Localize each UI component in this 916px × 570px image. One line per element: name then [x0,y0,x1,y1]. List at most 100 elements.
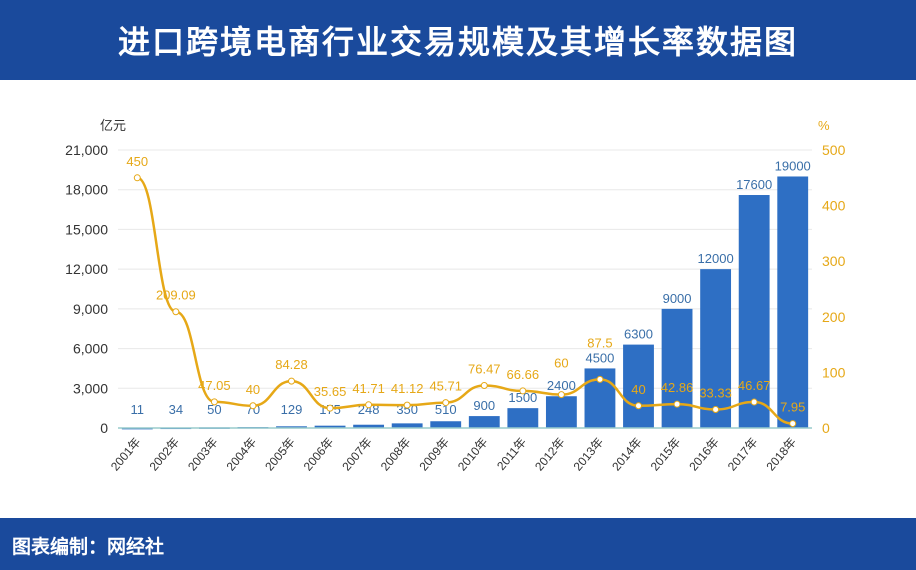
bar-value-label: 6300 [624,327,653,342]
growth-value-label: 209.09 [156,288,196,303]
growth-point [750,398,758,406]
x-tick-label: 2008年 [378,435,414,474]
growth-point [249,402,257,410]
growth-point [480,381,488,389]
x-tick-label: 2006年 [301,435,337,474]
x-tick-label: 2009年 [416,435,452,474]
growth-value-label: 450 [126,154,148,169]
x-tick-label: 2016年 [686,435,722,474]
bar [430,421,462,428]
growth-value-label: 35.65 [314,384,347,399]
right-tick-label: 0 [822,420,830,436]
growth-value-label: 40 [246,382,260,397]
x-tick-label: 2001年 [108,435,144,474]
growth-value-label: 87.5 [587,335,612,350]
left-tick-label: 12,000 [65,261,108,277]
bar-value-label: 9000 [663,291,692,306]
bar-value-label: 2400 [547,378,576,393]
right-tick-label: 300 [822,253,846,269]
growth-value-label: 47.05 [198,378,231,393]
bar-value-label: 50 [207,402,221,417]
bar [777,176,809,428]
right-tick-label: 200 [822,309,846,325]
growth-value-label: 40 [631,382,645,397]
bar [661,308,693,428]
growth-point [673,400,681,408]
left-tick-label: 6,000 [73,341,108,357]
growth-value-label: 60 [554,356,568,371]
growth-point [635,402,642,410]
page-title: 进口跨境电商行业交易规模及其增长率数据图 [117,24,798,60]
bar [353,424,385,428]
x-tick-label: 2002年 [147,435,183,474]
growth-value-label: 33.33 [699,385,732,400]
growth-point [789,420,797,428]
growth-point [172,308,180,316]
right-tick-label: 100 [822,364,846,380]
growth-point [210,398,218,406]
bar [314,425,346,428]
growth-point [403,401,411,409]
bar-value-label: 19000 [775,158,811,173]
chart: 0 3,000 6,000 9,000 12,000 15,000 18,000 21,000… [65,118,846,474]
x-tick-label: 2003年 [185,435,221,474]
x-tick-label: 2014年 [609,435,645,474]
bar-value-label: 17600 [736,177,772,192]
growth-value-label: 66.66 [507,367,540,382]
credit-text: 图表编制：网经社 [12,537,165,558]
growth-value-label: 46.67 [738,378,771,393]
growth-value-label: 76.47 [468,361,501,376]
bar-value-label: 1500 [508,390,537,405]
left-axis-unit: 亿元 [100,118,126,133]
x-tick-label: 2011年 [494,435,529,473]
bar-value-label: 900 [473,398,495,413]
left-tick-label: 3,000 [73,380,108,396]
left-tick-label: 0 [100,420,108,436]
growth-value-label: 42.86 [661,380,694,395]
growth-line [136,176,793,425]
left-tick-label: 9,000 [73,301,108,317]
left-tick-label: 18,000 [65,182,108,198]
bar [545,396,577,428]
bar [623,344,654,428]
x-tick-label: 2010年 [455,435,491,474]
growth-value-label: 41.71 [352,381,385,396]
right-tick-label: 500 [822,142,846,158]
bar-value-label: 12000 [698,251,734,266]
growth-point [288,377,295,385]
bar [276,426,307,428]
growth-point [712,405,720,413]
growth-point [133,174,141,182]
bar-value-label: 129 [281,402,303,417]
growth-point [596,375,604,383]
x-tick-label: 2004年 [224,435,260,474]
growth-value-label: 84.28 [275,357,308,372]
growth-point [557,391,565,399]
bar [700,269,732,428]
left-tick-label: 21,000 [65,142,108,158]
growth-value-label: 7.95 [780,400,805,415]
growth-value-label: 41.12 [391,381,424,396]
bar-value-label: 510 [435,402,457,417]
left-tick-label: 15,000 [65,221,108,237]
bar [468,416,500,428]
x-tick-label: 2012年 [532,435,568,474]
bar-value-label: 34 [169,402,183,417]
growth-point [442,399,450,407]
x-tick-label: 2018年 [763,435,799,474]
growth-point [519,387,527,395]
x-tick-label: 2017年 [725,435,761,474]
x-tick-label: 2013年 [571,435,607,474]
growth-point [326,404,334,412]
x-tick-label: 2015年 [648,435,684,474]
right-tick-label: 400 [822,198,846,214]
x-tick-label: 2005年 [262,435,298,474]
growth-value-label: 45.71 [429,379,462,394]
footer-banner: 图表编制：网经社 [0,518,916,570]
right-axis-unit: % [818,118,830,133]
title-banner: 进口跨境电商行业交易规模及其增长率数据图 [0,0,916,80]
x-tick-label: 2007年 [339,435,375,474]
bar-value-label: 4500 [585,350,614,365]
bar [507,408,539,428]
bar-value-label: 11 [131,402,145,417]
